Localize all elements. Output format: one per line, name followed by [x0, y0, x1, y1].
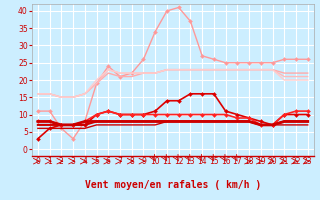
X-axis label: Vent moyen/en rafales ( km/h ): Vent moyen/en rafales ( km/h ): [85, 180, 261, 190]
